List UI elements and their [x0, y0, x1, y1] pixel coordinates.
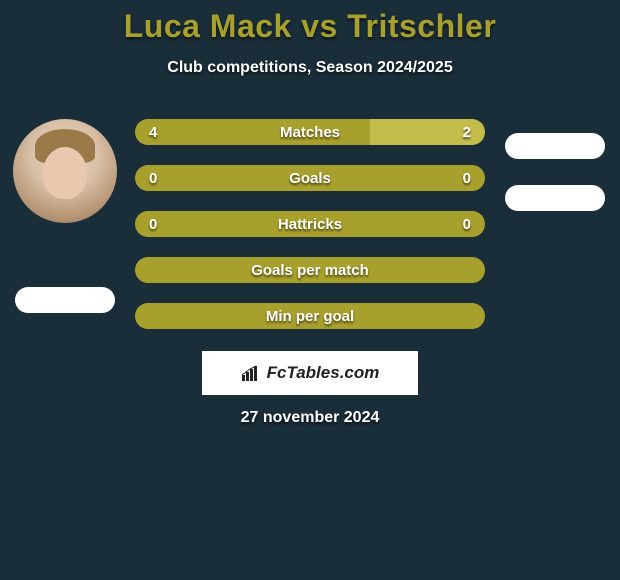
stat-label: Min per goal [135, 308, 485, 325]
player-left-name-pill [15, 287, 115, 313]
avatar-face [43, 147, 87, 199]
stat-right-value: 2 [463, 124, 471, 141]
stats-bars: 4 Matches 2 0 Goals 0 0 Hattricks 0 Goal… [135, 119, 485, 329]
main-row: 4 Matches 2 0 Goals 0 0 Hattricks 0 Goal… [0, 119, 620, 329]
stat-bar-matches: 4 Matches 2 [135, 119, 485, 145]
date-text: 27 november 2024 [241, 409, 380, 427]
brand-text: FcTables.com [267, 363, 380, 383]
stat-bar-goals-per-match: Goals per match [135, 257, 485, 283]
stat-right-value: 0 [463, 170, 471, 187]
bar-chart-icon [241, 365, 261, 381]
page-title: Luca Mack vs Tritschler [0, 8, 620, 45]
stat-label: Matches [135, 124, 485, 141]
stat-bar-hattricks: 0 Hattricks 0 [135, 211, 485, 237]
stat-bar-goals: 0 Goals 0 [135, 165, 485, 191]
stat-label: Goals per match [135, 262, 485, 279]
stat-label: Goals [135, 170, 485, 187]
stat-bar-min-per-goal: Min per goal [135, 303, 485, 329]
brand-box[interactable]: FcTables.com [202, 351, 418, 395]
footer: FcTables.com 27 november 2024 [0, 351, 620, 427]
player-right-name-pill-2 [505, 185, 605, 211]
player-right-name-pill-1 [505, 133, 605, 159]
stat-label: Hattricks [135, 216, 485, 233]
stat-right-value: 0 [463, 216, 471, 233]
subtitle: Club competitions, Season 2024/2025 [0, 59, 620, 77]
player-left-column [13, 119, 117, 313]
player-left-avatar [13, 119, 117, 223]
player-right-column [503, 119, 607, 211]
comparison-card: Luca Mack vs Tritschler Club competition… [0, 0, 620, 427]
